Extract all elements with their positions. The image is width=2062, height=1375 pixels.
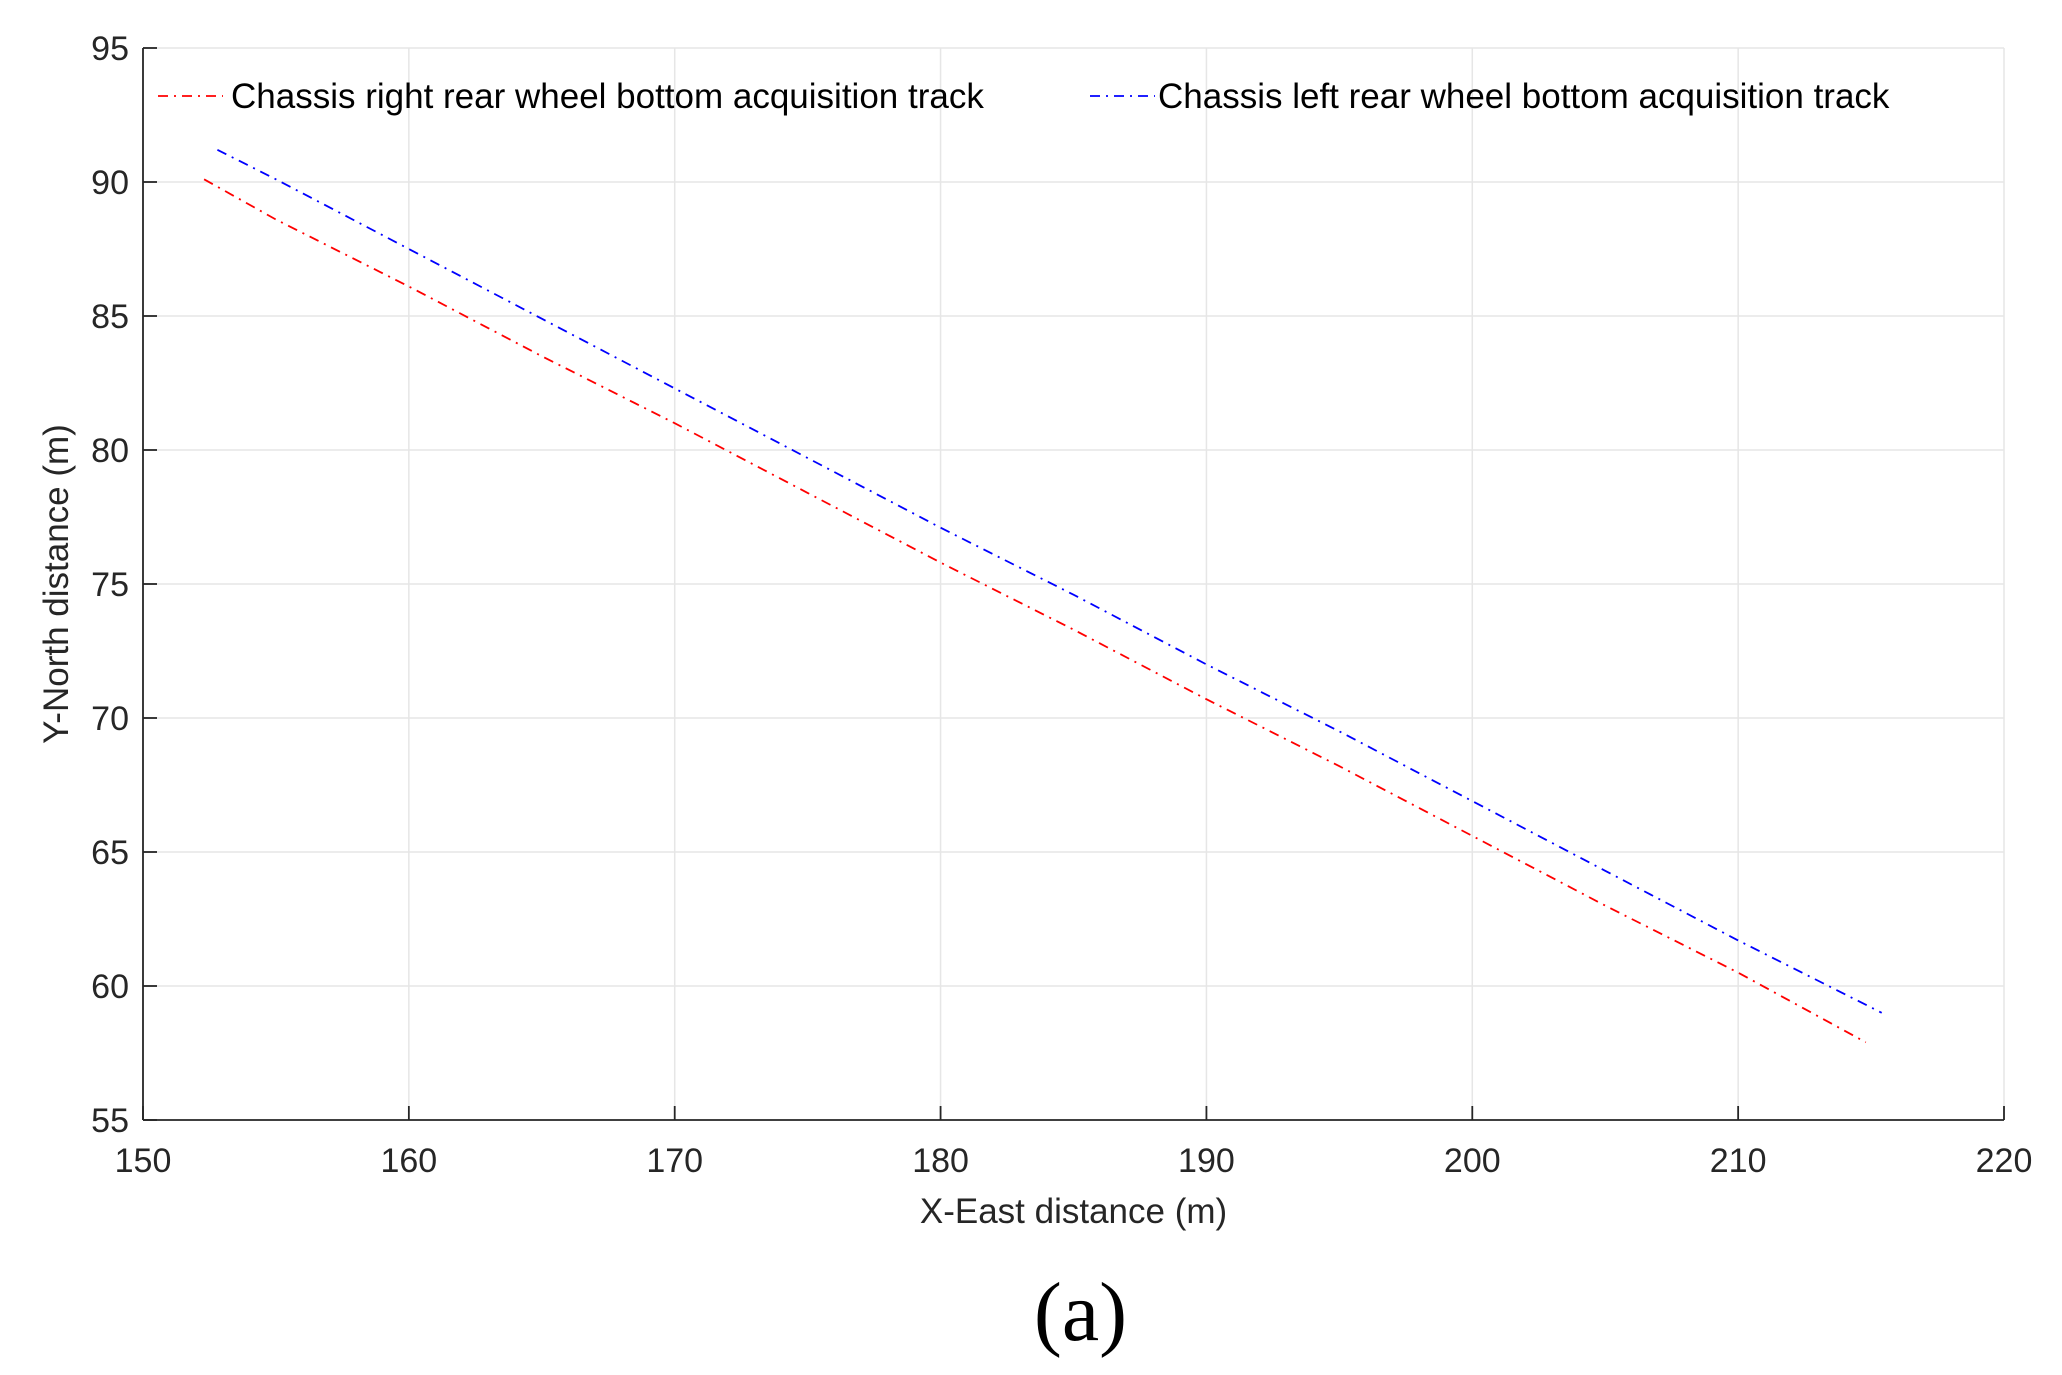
y-tick-label: 95	[91, 30, 129, 68]
y-tick-label: 65	[91, 834, 129, 872]
y-axis-title: Y-North distance (m)	[37, 424, 76, 744]
x-tick-label: 180	[912, 1142, 969, 1180]
legend-label-right-rear: Chassis right rear wheel bottom acquisit…	[231, 77, 984, 116]
series-line-1	[216, 148, 1883, 1014]
y-tick-label: 60	[91, 968, 129, 1006]
x-tick-label: 190	[1178, 1142, 1235, 1180]
y-tick-label: 75	[91, 566, 129, 604]
y-tick-label: 90	[91, 164, 129, 202]
legend: Chassis right rear wheel bottom acquisit…	[158, 77, 1890, 116]
legend-label-left-rear: Chassis left rear wheel bottom acquisiti…	[1158, 77, 1890, 116]
series-lines	[203, 148, 1883, 1044]
y-tick-label: 80	[91, 432, 129, 470]
x-axis-title: X-East distance (m)	[920, 1192, 1227, 1231]
plot-area: 150 160 170 180 190 200 210 220 55 60 65 70 75 80 85 90…	[91, 30, 2032, 1180]
axes	[142, 47, 2005, 1121]
y-tick-label: 70	[91, 700, 129, 738]
y-tick-label: 55	[91, 1102, 129, 1140]
grid	[142, 47, 2005, 1121]
x-tick-label: 200	[1444, 1142, 1501, 1180]
x-tick-label: 170	[646, 1142, 703, 1180]
x-tick-label: 150	[115, 1142, 172, 1180]
panel-label: (a)	[1034, 1266, 1127, 1359]
x-tick-label: 220	[1976, 1142, 2033, 1180]
x-tick-label: 210	[1710, 1142, 1767, 1180]
tick-labels: 150 160 170 180 190 200 210 220 55 60 65 70 75 80 85 90…	[91, 30, 2032, 1180]
x-tick-label: 160	[380, 1142, 437, 1180]
y-tick-label: 85	[91, 298, 129, 336]
series-line-0	[203, 178, 1867, 1044]
